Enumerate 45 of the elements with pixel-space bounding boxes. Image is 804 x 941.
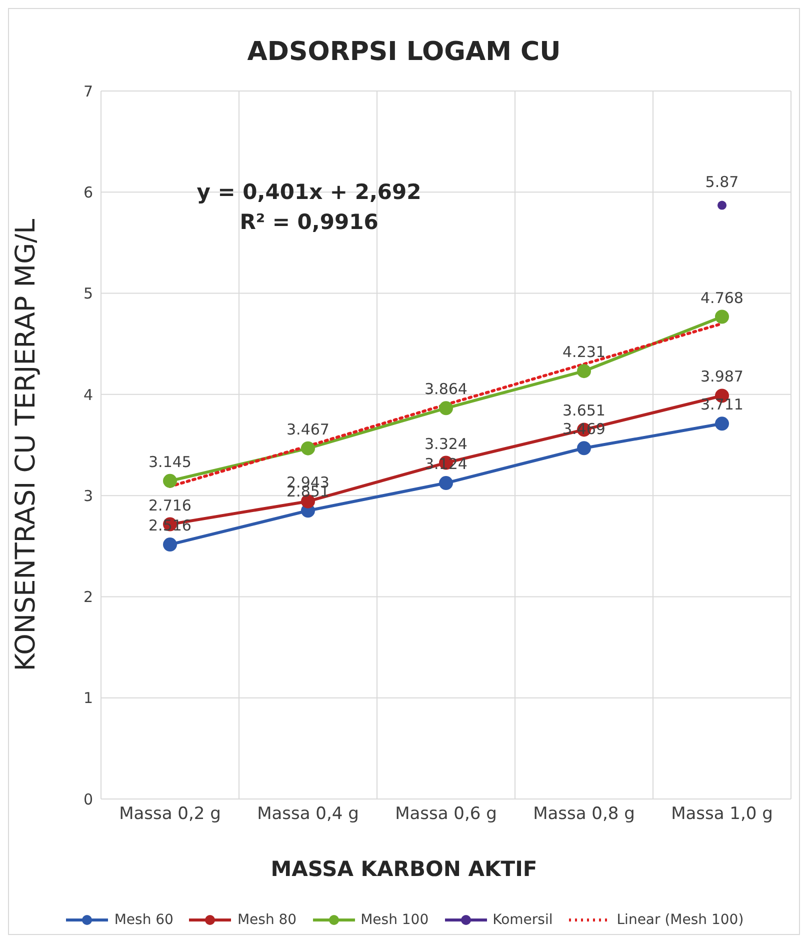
data-label: 2.716 <box>148 496 192 514</box>
point <box>439 476 453 490</box>
y-tick-label: 7 <box>83 82 93 100</box>
data-label: 4.768 <box>700 288 744 307</box>
point <box>717 200 727 210</box>
point <box>715 310 729 324</box>
point <box>577 364 591 378</box>
data-label: 4.231 <box>562 343 606 362</box>
point <box>577 441 591 456</box>
x-tick-label: Massa 0,6 g <box>395 804 497 824</box>
legend-label: Linear (Mesh 100) <box>616 912 744 928</box>
point <box>163 538 177 552</box>
point <box>439 401 453 416</box>
x-tick-label: Massa 1,0 g <box>671 804 773 824</box>
legend-label: Mesh 80 <box>237 912 297 928</box>
annotation: y = 0,401x + 2,692 <box>196 179 422 206</box>
data-label: 3.145 <box>148 452 192 471</box>
x-tick-label: Massa 0,2 g <box>119 804 221 824</box>
y-tick-label: 0 <box>83 790 93 808</box>
data-label: 3.711 <box>700 396 744 414</box>
y-axis-title: KONSENTRASI CU TERJERAP MG/L <box>10 218 42 672</box>
x-axis-title: MASSA KARBON AKTIF <box>270 857 538 881</box>
legend-label: Komersil <box>492 912 553 928</box>
y-tick-label: 5 <box>83 284 93 303</box>
y-tick-label: 6 <box>83 183 93 202</box>
chart-title: ADSORPSI LOGAM CU <box>246 37 562 67</box>
data-label: 5.87 <box>705 172 739 191</box>
point <box>163 474 177 488</box>
data-label: 3.469 <box>562 420 606 438</box>
data-label: 3.324 <box>424 434 468 453</box>
y-tick-label: 1 <box>83 689 93 708</box>
point <box>301 441 315 456</box>
data-label: 3.864 <box>424 380 468 398</box>
y-tick-label: 4 <box>83 386 93 404</box>
annotation: R² = 0,9916 <box>238 209 380 236</box>
legend-label: Mesh 100 <box>360 912 429 928</box>
y-tick-label: 2 <box>83 588 93 606</box>
x-tick-label: Massa 0,8 g <box>533 804 635 824</box>
legend-label: Mesh 60 <box>114 912 174 928</box>
data-label: 3.651 <box>562 402 606 420</box>
x-tick-label: Massa 0,4 g <box>257 804 359 824</box>
data-label: 3.987 <box>700 368 744 386</box>
data-label: 3.467 <box>286 420 330 438</box>
y-tick-label: 3 <box>83 486 93 505</box>
point <box>715 416 729 431</box>
